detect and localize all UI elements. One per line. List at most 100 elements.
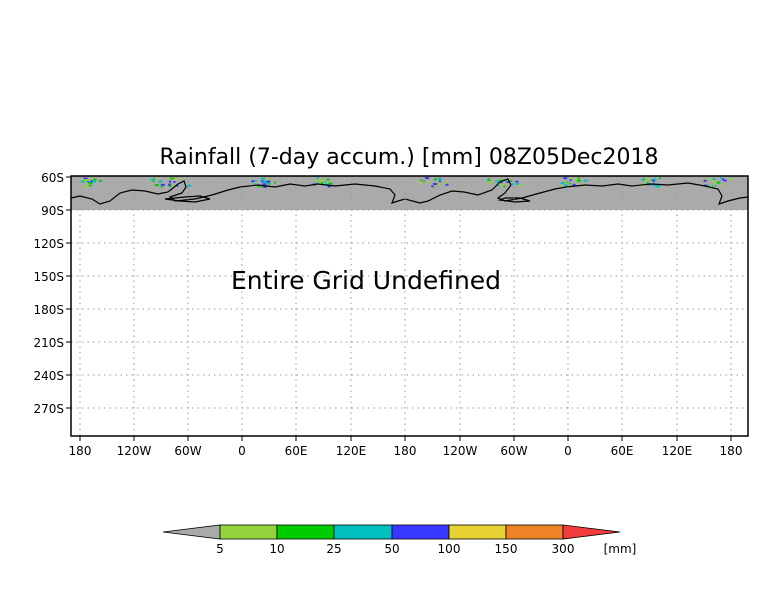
colorbar: 5 10 25 50 100 150 300 [mm] — [162, 524, 636, 556]
rainfall-cell — [263, 185, 267, 188]
rainfall-cell — [560, 185, 564, 188]
rainfall-cell — [160, 183, 165, 186]
rainfall-cell — [577, 177, 580, 180]
rainfall-cell — [172, 177, 175, 180]
rainfall-cell — [652, 178, 657, 181]
lat-label: 270S — [33, 402, 64, 416]
colorbar-label: 150 — [495, 542, 518, 556]
lon-label: 60E — [611, 444, 634, 458]
rainfall-cell — [420, 179, 423, 182]
rainfall-cell — [316, 177, 319, 180]
rainfall-cell — [251, 180, 255, 183]
longitude-axis-labels: 180 120W 60W 0 60E 120E 180 120W 60W 0 6… — [69, 444, 743, 458]
lat-label: 210S — [33, 336, 64, 350]
rainfall-cell — [649, 181, 653, 183]
rainfall-cell — [90, 180, 93, 182]
rainfall-cell — [563, 177, 568, 180]
lon-label: 120W — [117, 444, 152, 458]
coastline — [70, 178, 749, 205]
tick-marks — [66, 176, 732, 441]
rainfall-cell — [326, 178, 330, 181]
rainfall-cell — [155, 184, 159, 187]
rainfall-cell — [712, 185, 715, 188]
rainfall-cell — [487, 178, 490, 181]
rainfall-cell — [656, 185, 660, 188]
rainfall-cell — [444, 182, 448, 185]
colorbar-label: 50 — [384, 542, 399, 556]
rainfall-cell — [500, 183, 504, 186]
colorbar-segment — [219, 524, 278, 540]
rainfall-cell — [569, 179, 572, 182]
rainfall-cell — [425, 177, 429, 179]
map-panel: Entire Grid Undefined — [66, 175, 749, 441]
rainfall-cell — [262, 181, 267, 183]
rainfall-cell — [267, 182, 270, 185]
rainfall-cell — [495, 180, 500, 183]
rainfall-cell — [187, 184, 192, 187]
rainfall-cell — [420, 181, 423, 184]
rainfall-cell — [326, 180, 329, 183]
rainfall-cell — [518, 184, 523, 187]
rainfall-cell — [431, 185, 436, 188]
rainfall-cell — [152, 180, 155, 183]
rainfall-cell — [729, 185, 732, 188]
rainfall-cell — [722, 178, 724, 181]
rainfall-cell — [92, 180, 97, 183]
rainfall-cell — [712, 178, 716, 180]
rainfall-cell — [83, 177, 88, 180]
colorbar-label: 300 — [552, 542, 575, 556]
rainfall-cell — [659, 177, 661, 179]
rainfall-cell — [266, 178, 271, 181]
rainfall-cell — [181, 178, 184, 181]
rainfall-cell — [85, 179, 90, 182]
latitude-axis-labels: 60S 90S 120S 150S 180S 210S 240S 270S — [33, 171, 64, 416]
rainfall-cell — [641, 178, 644, 181]
colorbar-label: 5 — [216, 542, 224, 556]
lon-label: 120W — [443, 444, 478, 458]
rainfall-cell — [583, 179, 588, 182]
colorbar-labels: 5 10 25 50 100 150 300 [mm] — [216, 542, 636, 556]
rainfall-cell — [327, 185, 331, 188]
rainfall-cell — [257, 185, 261, 188]
rainfall-cell — [158, 180, 163, 183]
rainfall-cell — [569, 177, 573, 180]
rainfall-cell — [437, 178, 442, 181]
rainfall-cell — [564, 184, 568, 187]
rainfall-cell — [88, 184, 92, 187]
lon-label: 0 — [238, 444, 246, 458]
rainfall-cell — [87, 180, 89, 183]
rainfall-cell — [446, 180, 449, 183]
lon-label: 120E — [336, 444, 367, 458]
lon-label: 60W — [500, 444, 527, 458]
rainfall-cell — [488, 180, 491, 182]
rainfall-cell — [560, 182, 565, 185]
rainfall-cell — [321, 182, 324, 185]
rainfall-cell — [315, 182, 318, 185]
colorbar-label: 25 — [326, 542, 341, 556]
rainfall-cell — [169, 180, 172, 183]
rainfall-cell — [500, 181, 503, 184]
colorbar-label: 100 — [438, 542, 461, 556]
rainfall-cell — [82, 179, 86, 181]
lon-label: 180 — [394, 444, 417, 458]
rainfall-cell — [708, 178, 711, 181]
rainfall-cell — [503, 185, 506, 188]
map-frame — [70, 175, 749, 437]
rainfall-cell — [324, 181, 327, 184]
rainfall-cell — [643, 178, 645, 181]
colorbar-unit: [mm] — [604, 542, 637, 556]
rainfall-cell — [318, 179, 322, 181]
rainfall-cell — [498, 179, 501, 182]
colorbar-upper-arrow — [562, 524, 621, 540]
rainfall-cell — [703, 179, 707, 182]
rainfall-cell — [512, 183, 515, 186]
colorbar-segment — [505, 524, 564, 540]
map-title: Rainfall (7-day accum.) [mm] 08Z05Dec201… — [159, 145, 658, 170]
rainfall-cell — [168, 184, 172, 187]
rainfall-cell — [151, 178, 155, 181]
rainfall-cell — [646, 181, 649, 184]
rainfall-cell — [84, 185, 88, 187]
rainfall-cell — [315, 180, 318, 183]
rainfall-cell — [645, 181, 647, 184]
